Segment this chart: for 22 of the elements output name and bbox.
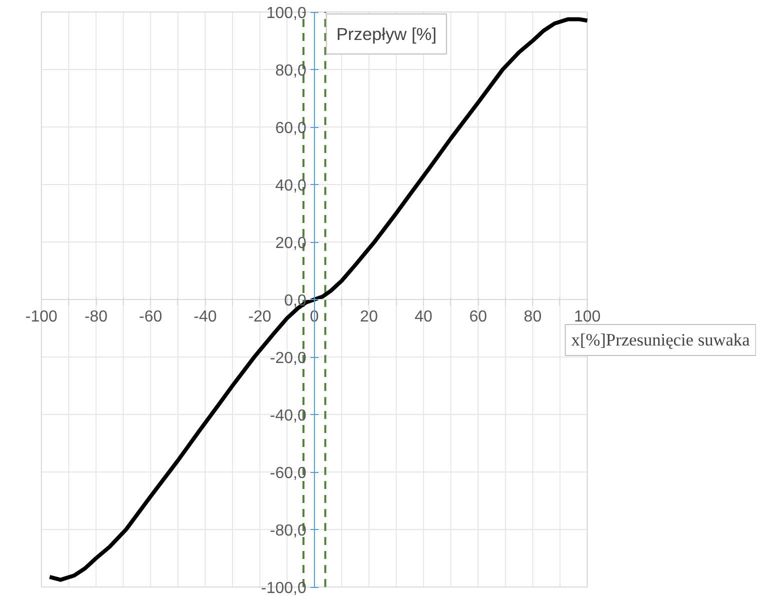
x-tick-label: 60 [469, 308, 488, 326]
y-tick-label: 60,0 [275, 120, 306, 137]
y-tick-label: 40,0 [275, 178, 306, 194]
x-tick-label: 20 [360, 308, 378, 326]
x-tick-label: 80 [524, 308, 542, 326]
y-tick-label: 20,0 [275, 235, 306, 252]
x-tick-label: -80 [84, 308, 108, 326]
y-tick-label: -60,0 [270, 465, 306, 482]
x-axis-title: x[%]Przesunięcie suwaka [571, 330, 750, 350]
x-tick-label: -100 [25, 308, 58, 326]
y-axis-title: Przepływ [%] [336, 24, 437, 44]
y-tick-label: -40,0 [270, 408, 306, 424]
y-tick-label: 80,0 [275, 62, 306, 80]
x-tick-label: -20 [248, 308, 272, 326]
y-tick-label: -80,0 [270, 522, 306, 540]
x-tick-label: -40 [194, 308, 217, 326]
y-tick-label: 100,0 [266, 5, 306, 22]
x-tick-label: 40 [414, 308, 433, 326]
y-tick-label: 0,0 [284, 292, 306, 310]
y-tick-label: -100,0 [260, 580, 306, 597]
x-tick-label: 100 [574, 308, 601, 326]
x-tick-label: -60 [139, 308, 162, 326]
